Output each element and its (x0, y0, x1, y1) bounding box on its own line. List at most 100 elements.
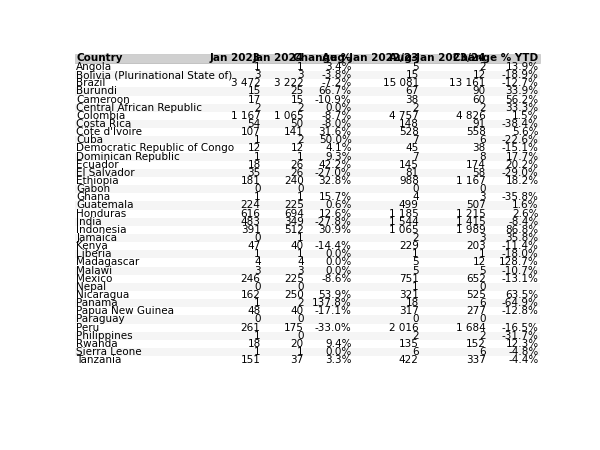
Bar (75, 79, 219, 87)
Bar (305, 266, 353, 274)
Text: 9.4%: 9.4% (325, 339, 352, 349)
Bar (487, 104, 540, 112)
Bar (353, 120, 420, 128)
Bar (75, 63, 219, 71)
Text: 261: 261 (241, 323, 260, 333)
Text: 225: 225 (284, 200, 304, 211)
Bar (420, 104, 487, 112)
Bar (420, 340, 487, 348)
Bar (305, 340, 353, 348)
Text: 0: 0 (412, 184, 419, 194)
Bar (219, 128, 262, 136)
Text: 0.6%: 0.6% (325, 200, 352, 211)
Bar (262, 242, 305, 250)
Bar (75, 120, 219, 128)
Text: 2 016: 2 016 (389, 323, 419, 333)
Bar (262, 120, 305, 128)
Bar (75, 340, 219, 348)
Text: 1: 1 (297, 233, 304, 243)
Bar (219, 120, 262, 128)
Text: 3 472: 3 472 (231, 78, 260, 88)
Bar (487, 71, 540, 79)
Bar (305, 274, 353, 283)
Text: Paraguay: Paraguay (76, 315, 125, 324)
Text: 3.4%: 3.4% (325, 62, 352, 72)
Text: Jan 2024: Jan 2024 (253, 54, 304, 63)
Bar (305, 161, 353, 169)
Bar (420, 324, 487, 332)
Text: 1: 1 (297, 249, 304, 259)
Text: 616: 616 (241, 209, 260, 219)
Text: 0.0%: 0.0% (325, 257, 352, 267)
Text: 483: 483 (241, 217, 260, 227)
Bar (305, 71, 353, 79)
Bar (420, 315, 487, 324)
Bar (75, 112, 219, 120)
Bar (305, 193, 353, 202)
Text: 6: 6 (479, 347, 486, 357)
Bar (262, 144, 305, 153)
Bar (219, 340, 262, 348)
Bar (75, 283, 219, 291)
Bar (305, 169, 353, 177)
Text: 66.7%: 66.7% (319, 86, 352, 96)
Text: 38: 38 (406, 94, 419, 104)
Bar (219, 79, 262, 87)
Text: 5: 5 (412, 266, 419, 275)
Text: 1: 1 (479, 249, 486, 259)
Text: -12.8%: -12.8% (502, 306, 539, 316)
Text: 107: 107 (241, 127, 260, 137)
Bar (305, 299, 353, 307)
Bar (353, 177, 420, 185)
Bar (487, 128, 540, 136)
Bar (487, 193, 540, 202)
Text: 3: 3 (297, 70, 304, 80)
Bar (262, 226, 305, 234)
Text: 0.0%: 0.0% (325, 347, 352, 357)
Bar (420, 136, 487, 144)
Text: Madagascar: Madagascar (76, 257, 140, 267)
Bar (305, 291, 353, 299)
Bar (262, 324, 305, 332)
Text: 7: 7 (412, 152, 419, 162)
Text: 5: 5 (479, 266, 486, 275)
Text: Panama: Panama (76, 298, 118, 308)
Bar (353, 95, 420, 104)
Bar (75, 169, 219, 177)
Text: 18.2%: 18.2% (505, 176, 539, 186)
Bar (219, 242, 262, 250)
Bar (262, 250, 305, 258)
Text: 1 167: 1 167 (456, 176, 486, 186)
Text: 2.6%: 2.6% (512, 209, 539, 219)
Text: 2: 2 (412, 233, 419, 243)
Bar (305, 210, 353, 218)
Bar (262, 340, 305, 348)
Text: 35.8%: 35.8% (505, 233, 539, 243)
Bar (219, 226, 262, 234)
Bar (305, 307, 353, 315)
Text: 174: 174 (466, 160, 486, 170)
Text: 15: 15 (247, 86, 260, 96)
Text: 152: 152 (466, 339, 486, 349)
Bar (487, 356, 540, 364)
Bar (219, 54, 262, 63)
Bar (219, 250, 262, 258)
Text: Central African Republic: Central African Republic (76, 103, 202, 113)
Text: 3 222: 3 222 (274, 78, 304, 88)
Text: 1: 1 (254, 152, 260, 162)
Text: 1.5%: 1.5% (512, 111, 539, 121)
Text: 54: 54 (247, 119, 260, 129)
Bar (75, 226, 219, 234)
Bar (75, 202, 219, 210)
Text: 1: 1 (254, 347, 260, 357)
Bar (353, 356, 420, 364)
Bar (305, 128, 353, 136)
Text: 751: 751 (399, 274, 419, 284)
Bar (487, 234, 540, 242)
Bar (305, 315, 353, 324)
Bar (353, 266, 420, 274)
Text: 229: 229 (399, 241, 419, 251)
Text: Cuba: Cuba (76, 135, 103, 145)
Bar (420, 63, 487, 71)
Text: 4: 4 (254, 257, 260, 267)
